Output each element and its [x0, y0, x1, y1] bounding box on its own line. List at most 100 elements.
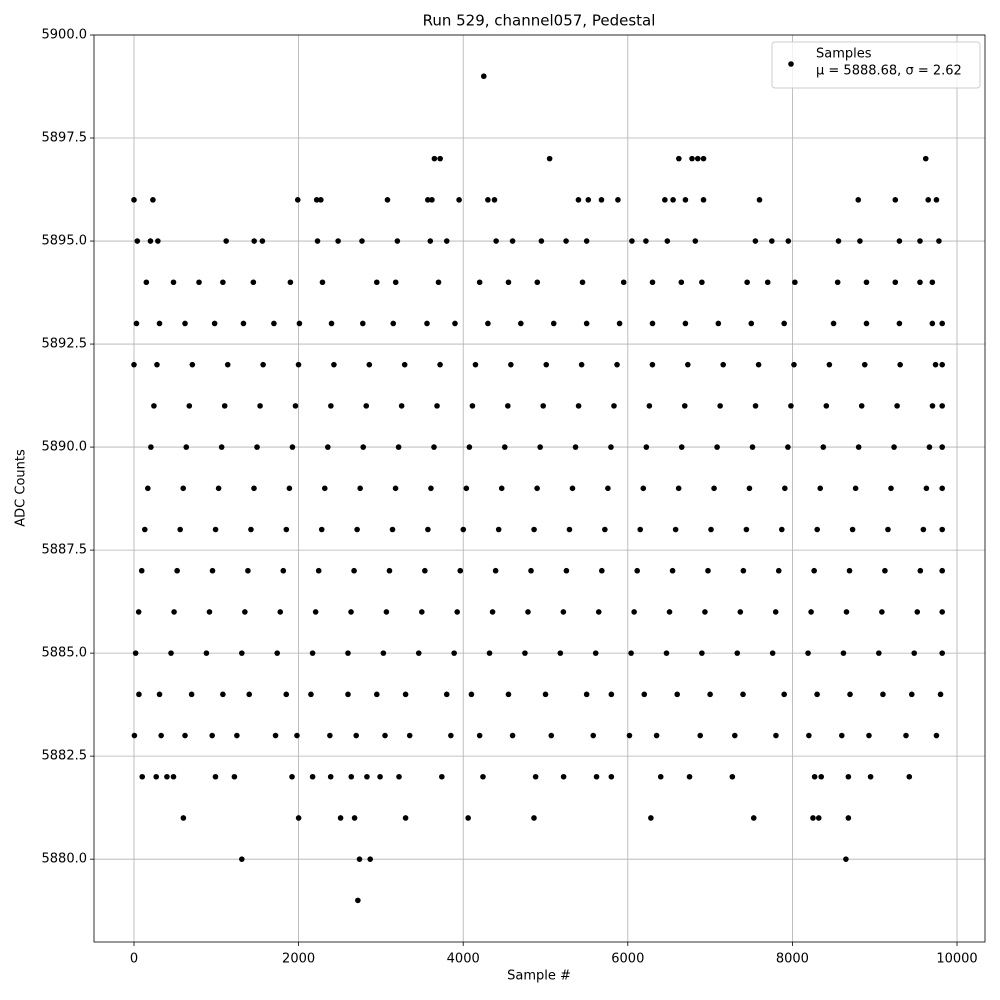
data-point — [215, 485, 222, 492]
data-point — [939, 320, 946, 327]
data-point — [212, 773, 219, 780]
data-point — [443, 691, 450, 698]
data-point — [328, 403, 334, 409]
data-point — [480, 773, 486, 780]
data-point — [337, 815, 344, 821]
data-point — [476, 732, 483, 739]
data-point — [133, 320, 140, 327]
data-point — [835, 238, 842, 244]
data-point — [546, 155, 553, 162]
data-point — [489, 609, 496, 615]
data-point — [335, 238, 341, 244]
data-point — [814, 691, 820, 698]
data-point — [456, 197, 462, 203]
data-point — [131, 732, 138, 739]
data-point — [879, 609, 885, 615]
data-point — [348, 609, 354, 615]
data-point — [289, 773, 295, 780]
data-point — [778, 526, 785, 533]
data-point — [744, 279, 750, 286]
data-point — [394, 238, 401, 244]
data-point — [294, 732, 300, 739]
data-point — [218, 444, 225, 450]
data-point — [674, 691, 680, 698]
data-point — [692, 238, 699, 244]
data-point — [486, 650, 493, 656]
data-point — [315, 567, 322, 574]
data-point — [415, 650, 422, 656]
data-point — [398, 403, 405, 409]
data-point — [348, 773, 355, 780]
data-point — [892, 197, 899, 203]
data-point — [598, 197, 605, 203]
data-point — [888, 485, 894, 492]
data-point — [294, 197, 301, 203]
data-point — [508, 361, 514, 368]
data-point — [131, 197, 137, 203]
data-point — [234, 732, 240, 739]
data-point — [392, 485, 399, 492]
data-point — [522, 650, 528, 656]
data-point — [434, 403, 440, 409]
data-point — [327, 773, 334, 780]
data-point — [188, 691, 195, 698]
data-point — [425, 526, 431, 533]
data-point — [563, 238, 569, 244]
data-point — [170, 279, 177, 286]
data-point — [221, 403, 228, 409]
data-point — [845, 773, 852, 780]
data-point — [785, 444, 791, 450]
data-point — [708, 526, 714, 533]
data-point — [926, 444, 933, 450]
data-point — [755, 361, 762, 368]
data-point — [406, 732, 413, 739]
data-point — [170, 773, 177, 780]
y-tick-label: 5897.5 — [42, 131, 88, 146]
data-point — [678, 444, 685, 450]
data-point — [534, 485, 540, 492]
data-point — [810, 815, 816, 821]
data-point — [363, 403, 370, 409]
data-point — [401, 361, 408, 368]
data-point — [808, 609, 814, 615]
data-point — [327, 732, 333, 739]
data-point — [203, 650, 210, 656]
data-point — [628, 650, 634, 656]
data-point — [425, 197, 431, 203]
data-point — [788, 403, 794, 409]
data-point — [543, 361, 550, 368]
data-point — [608, 444, 614, 450]
data-point — [542, 691, 549, 698]
data-point — [531, 526, 537, 533]
data-point — [138, 567, 145, 574]
data-point — [806, 732, 812, 739]
data-point — [148, 444, 154, 450]
data-point — [183, 444, 190, 450]
data-point — [525, 609, 531, 615]
data-point — [818, 773, 825, 780]
data-point — [566, 526, 573, 533]
data-point — [518, 320, 524, 327]
data-point — [292, 403, 299, 409]
x-tick-label: 10000 — [936, 952, 977, 967]
data-point — [750, 815, 757, 821]
data-point — [351, 815, 358, 821]
data-point — [781, 691, 787, 698]
data-point — [933, 732, 940, 739]
data-point — [707, 691, 713, 698]
data-point — [220, 279, 226, 286]
data-point — [274, 650, 281, 656]
data-point — [702, 609, 708, 615]
data-point — [764, 279, 771, 286]
data-point — [242, 609, 248, 615]
data-point — [209, 732, 215, 739]
data-point — [528, 567, 534, 574]
data-point — [657, 773, 664, 780]
data-point — [685, 361, 691, 368]
data-point — [395, 444, 402, 450]
data-point — [164, 773, 170, 780]
data-point — [428, 485, 434, 492]
data-point — [925, 197, 932, 203]
data-point — [328, 320, 335, 327]
data-point — [782, 485, 788, 492]
